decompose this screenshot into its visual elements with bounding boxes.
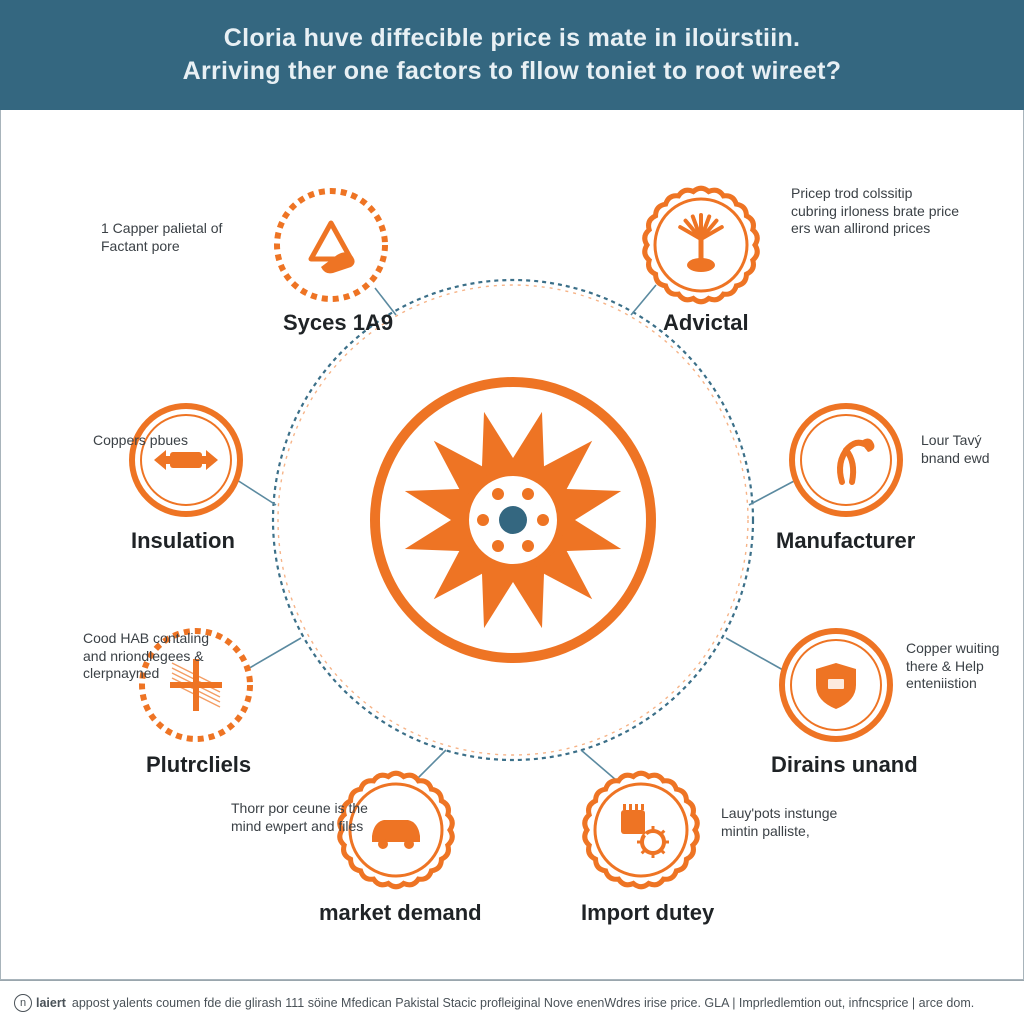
connector-plutrcliels <box>246 638 301 670</box>
badge-insulation <box>132 406 240 514</box>
node-title-advictal: Advictal <box>663 310 749 336</box>
connector-advictal <box>631 285 656 315</box>
badge-import <box>585 773 697 886</box>
connector-insulation <box>237 480 276 505</box>
header-line-2: Arriving ther one factors to fllow tonie… <box>183 57 842 86</box>
node-title-insulation: Insulation <box>131 528 235 554</box>
badge-advictal <box>645 188 757 301</box>
diagram-canvas: Syces 1A9 1 Capper palietal of Factant po… <box>0 110 1024 980</box>
footer-mark-icon: n <box>14 994 32 1012</box>
connector-dirains <box>726 638 783 670</box>
header-line-1: Cloria huve diffecible price is mate in … <box>224 24 801 53</box>
node-desc-advictal: Pricep trod colssitip cubring irloness b… <box>791 185 961 238</box>
connector-import <box>581 750 616 780</box>
connector-market <box>416 750 446 780</box>
node-desc-market: Thorr por ceune is the mind ewpert and f… <box>231 800 391 835</box>
footer-text: appost yalents coumen fde die glirash 11… <box>72 996 974 1010</box>
node-desc-import: Lauy'pots instunge mintin palliste, <box>721 805 871 840</box>
node-desc-syces: 1 Capper palietal of Factant pore <box>101 220 241 255</box>
badge-syces <box>277 191 385 299</box>
badge-dirains <box>782 631 890 739</box>
node-title-market: market demand <box>319 900 482 926</box>
header-banner: Cloria huve diffecible price is mate in … <box>0 0 1024 110</box>
node-desc-plutrcliels: Cood HAB contaling and nriondlegees & cl… <box>83 630 223 683</box>
footer-brand: laiert <box>36 996 66 1010</box>
badge-manufacturer <box>792 406 900 514</box>
center-emblem <box>375 382 651 658</box>
node-title-manufacturer: Manufacturer <box>776 528 915 554</box>
node-desc-insulation: Coppers pbues <box>93 432 213 450</box>
node-desc-dirains: Copper wuiting there & Help enteniistion <box>906 640 1016 693</box>
node-title-plutrcliels: Plutrcliels <box>146 752 251 778</box>
node-desc-manufacturer: Lour Tavý bnand ewd <box>921 432 1011 467</box>
footer: n laiert appost yalents coumen fde die g… <box>0 980 1024 1024</box>
node-title-syces: Syces 1A9 <box>283 310 393 336</box>
connector-manufacturer <box>749 480 796 505</box>
node-title-import: Import dutey <box>581 900 714 926</box>
node-title-dirains: Dirains unand <box>771 752 918 778</box>
